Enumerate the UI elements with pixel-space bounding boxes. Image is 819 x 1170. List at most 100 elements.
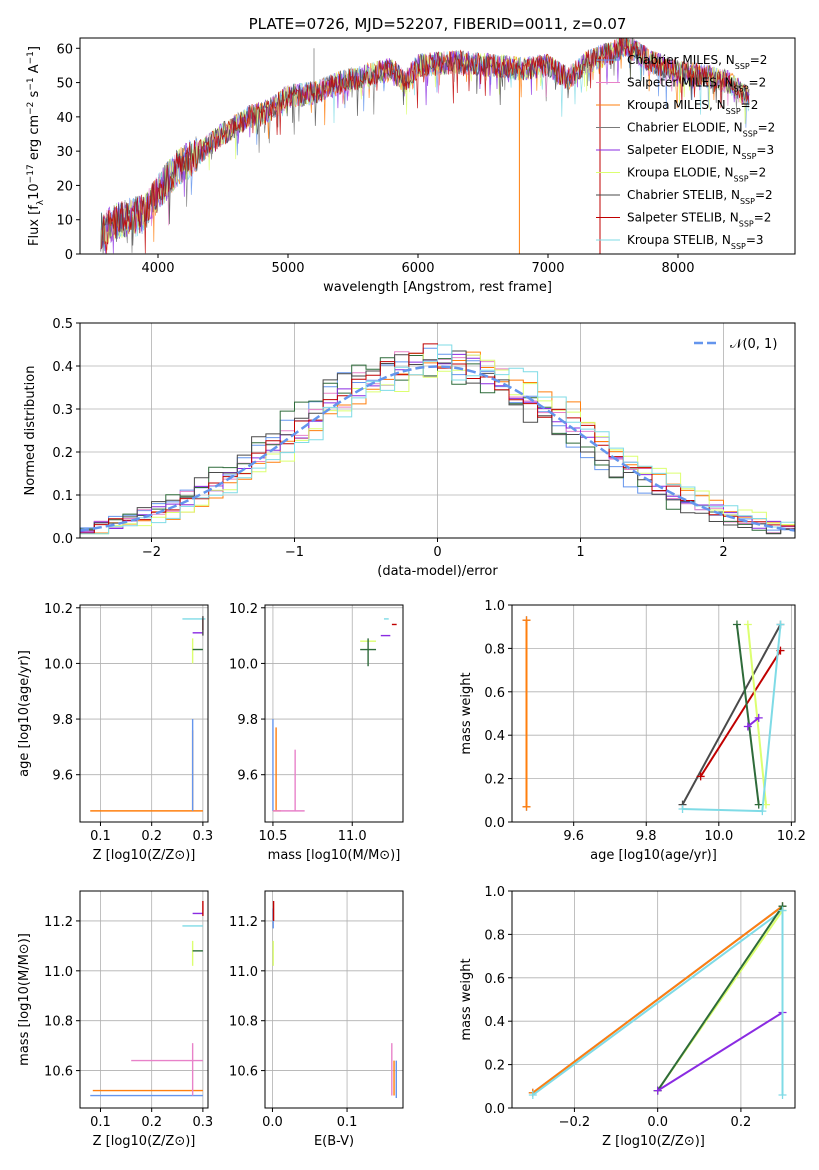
weight-line	[656, 905, 784, 1092]
y-axis-label: Flux [fλ10−17 erg cm−2 s−1 A−1]	[26, 46, 46, 246]
x-axis-label: E(B-V)	[314, 1134, 354, 1149]
weight-line	[699, 650, 782, 777]
y-tick-label: 0.3	[52, 403, 73, 418]
y-tick-label: 50	[56, 77, 73, 92]
y-tick-label: 1.0	[484, 599, 505, 614]
weight-line	[532, 905, 784, 1094]
x-tick-label: 0.3	[193, 829, 214, 844]
y-tick-label: 0.8	[484, 928, 505, 943]
weight-point	[653, 1086, 662, 1095]
x-tick-label: 11.0	[338, 829, 367, 844]
weight-point	[528, 1090, 537, 1099]
weight-line	[681, 624, 782, 806]
weight-point	[754, 713, 763, 722]
residual-histogram	[80, 344, 795, 535]
y-tick-label: 0.2	[52, 446, 73, 461]
axes-frame	[511, 604, 796, 823]
x-tick-label: 0.0	[262, 1115, 283, 1130]
x-axis-label: (data-model)/error	[377, 564, 498, 579]
x-tick-label: 0.1	[90, 1115, 111, 1130]
y-tick-label: 0.6	[484, 686, 505, 701]
legend-entry: Chabrier ELODIE, NSSP=2	[627, 121, 775, 139]
weight-point	[778, 906, 787, 915]
x-tick-label: 2	[719, 545, 727, 560]
x-tick-label: 0.1	[90, 829, 111, 844]
spectrum-panel: 4000 5000 6000 7000 8000 0 10 20 30 40 50 60 PLATE=0…	[26, 15, 796, 295]
axes-frame	[79, 322, 796, 539]
y-axis-label: mass weight	[459, 958, 474, 1040]
y-tick-label: 10.6	[44, 1065, 73, 1080]
y-tick-label: 10.8	[44, 1015, 73, 1030]
x-tick-label: 10.0	[704, 829, 733, 844]
legend-entry: Salpeter ELODIE, NSSP=3	[627, 143, 774, 161]
y-tick-label: 0.5	[52, 317, 73, 332]
y-tick-label: 10.6	[229, 1065, 258, 1080]
weight-point	[743, 722, 752, 731]
x-tick-label: 0.1	[337, 1115, 358, 1130]
axes-frame	[264, 604, 404, 823]
y-tick-label: 0.0	[52, 532, 73, 547]
x-tick-label: 9.8	[636, 829, 657, 844]
x-tick-label: 0.2	[141, 1115, 162, 1130]
y-tick-label: 0.4	[484, 1015, 505, 1030]
y-tick-label: 10.0	[229, 657, 258, 672]
y-tick-label: 11.0	[229, 965, 258, 980]
x-tick-label: 7000	[531, 261, 564, 276]
legend-entry: Chabrier STELIB, NSSP=2	[627, 188, 773, 206]
normal-curve	[79, 365, 796, 532]
weight-point	[754, 800, 763, 809]
mass-weight-vs-Z-panel: −0.2 0.0 0.2 0.0 0.2 0.4 0.6 0.8 1.0 Z [log10(Z/Z…	[459, 885, 796, 1149]
x-axis-label: wavelength [Angstrom, rest frame]	[323, 280, 552, 295]
mass-weight-vs-age-panel: 9.6 9.8 10.0 10.2 0.0 0.2 0.4 0.6 0.8 1.0 age [log…	[459, 599, 806, 863]
y-tick-label: 60	[56, 42, 73, 57]
y-tick-label: 11.2	[229, 915, 258, 930]
y-tick-label: 40	[56, 111, 73, 126]
legend-entry: Kroupa STELIB, NSSP=3	[627, 233, 764, 251]
weight-point	[522, 616, 531, 625]
weight-point	[678, 804, 687, 813]
x-axis-label: mass [log10(M/M⊙)]	[268, 848, 401, 863]
spectrum-line	[100, 38, 750, 254]
x-axis-label: Z [log10(Z/Z⊙)]	[602, 1134, 705, 1149]
x-axis-label: Z [log10(Z/Z⊙)]	[93, 848, 196, 863]
x-tick-label: −1	[285, 545, 304, 560]
x-tick-label: −0.2	[559, 1115, 591, 1130]
y-tick-label: 0.1	[52, 489, 73, 504]
y-tick-label: 0.2	[484, 773, 505, 788]
mass-vs-EBV-panel: 0.0 0.1 10.6 10.8 11.0 11.2 E(B-V)	[229, 890, 404, 1149]
weight-point	[522, 802, 531, 811]
y-axis-label: age [log10(age/yr)]	[17, 650, 32, 777]
weight-point	[743, 620, 752, 629]
y-tick-label: 9.6	[52, 769, 73, 784]
axes-frame	[79, 37, 796, 255]
y-tick-label: 10.8	[229, 1015, 258, 1030]
x-tick-label: 0.2	[141, 829, 162, 844]
legend-entry: Salpeter MILES, NSSP=2	[627, 76, 766, 94]
y-tick-label: 9.8	[52, 713, 73, 728]
y-tick-label: 0.6	[484, 972, 505, 987]
mass-vs-Z-panel: 0.1 0.2 0.3 10.6 10.8 11.0 11.2 Z [log10(Z/Z⊙)]…	[17, 890, 213, 1149]
y-tick-label: 0.0	[484, 1102, 505, 1117]
legend-entry: Chabrier MILES, NSSP=2	[627, 53, 767, 71]
age-vs-mass-panel: 10.5 11.0 9.6 9.8 10.0 10.2 mass [log10(M/M⊙)]	[229, 602, 404, 863]
y-tick-label: 9.8	[237, 713, 258, 728]
residual-histogram	[80, 343, 795, 534]
axes-frame	[79, 890, 209, 1109]
x-tick-label: 1	[576, 545, 584, 560]
y-tick-label: 0.8	[484, 642, 505, 657]
y-axis-label: Normed distribution	[23, 366, 38, 496]
y-tick-label: 0.0	[484, 816, 505, 831]
chart-title: PLATE=0726, MJD=52207, FIBERID=0011, z=0…	[249, 15, 627, 33]
x-tick-label: 6000	[401, 261, 434, 276]
legend-entry: Kroupa MILES, NSSP=2	[627, 98, 758, 116]
y-tick-label: 11.0	[44, 965, 73, 980]
weight-point	[758, 807, 767, 816]
legend-entry: 𝒩(0, 1)	[730, 337, 777, 352]
y-axis-label: mass [log10(M/M⊙)]	[17, 933, 32, 1066]
y-tick-label: 30	[56, 145, 73, 160]
y-tick-label: 0	[65, 248, 73, 263]
x-axis-label: age [log10(age/yr)]	[590, 848, 717, 863]
y-tick-label: 11.2	[44, 915, 73, 930]
weight-point	[778, 1090, 787, 1099]
